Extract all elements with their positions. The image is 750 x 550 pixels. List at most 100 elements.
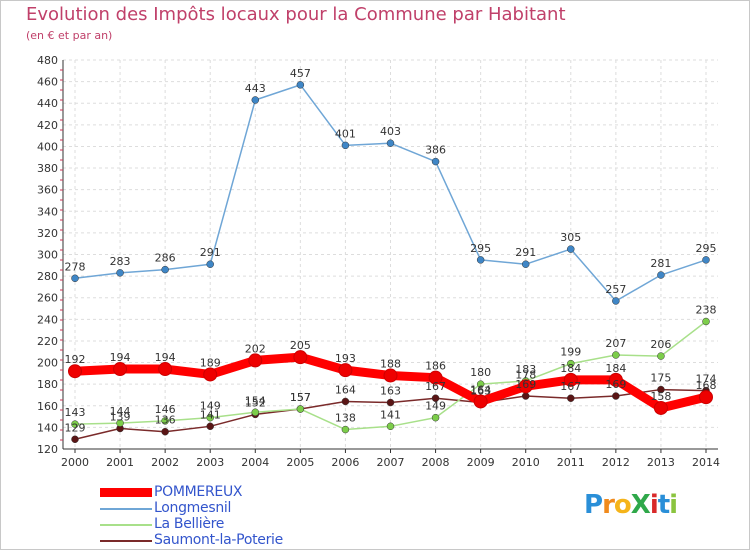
data-point xyxy=(161,417,169,425)
data-point xyxy=(657,385,665,394)
y-tick-label: 460 xyxy=(37,76,58,89)
x-tick-label: 2000 xyxy=(61,456,89,469)
legend-label: Longmesnil xyxy=(154,500,232,516)
data-label: 199 xyxy=(560,346,581,359)
data-point xyxy=(71,274,79,283)
data-point xyxy=(206,260,214,268)
y-tick-label: 440 xyxy=(37,97,58,110)
data-label: 401 xyxy=(335,127,356,140)
chart-title: Evolution des Impôts locaux pour la Comm… xyxy=(26,4,566,25)
y-tick-label: 180 xyxy=(37,378,58,391)
data-label: 295 xyxy=(696,242,717,255)
x-tick-label: 2002 xyxy=(151,456,179,469)
y-tick-label: 220 xyxy=(37,335,58,348)
data-label: 167 xyxy=(425,380,446,393)
data-point xyxy=(567,359,575,368)
data-label: 189 xyxy=(200,356,221,369)
y-tick-label: 380 xyxy=(37,162,58,175)
data-label: 164 xyxy=(335,383,356,396)
data-label: 186 xyxy=(425,360,446,373)
data-label: 146 xyxy=(155,403,176,416)
y-tick-label: 280 xyxy=(37,270,58,283)
x-tick-label: 2008 xyxy=(422,456,450,469)
data-label: 149 xyxy=(425,400,446,413)
data-point xyxy=(383,368,398,383)
data-label: 154 xyxy=(245,394,266,407)
data-label: 286 xyxy=(155,252,176,265)
data-label: 443 xyxy=(245,82,266,95)
data-label: 169 xyxy=(515,378,536,391)
data-point xyxy=(653,400,668,415)
data-label: 180 xyxy=(470,366,491,379)
data-point xyxy=(158,362,173,377)
data-point xyxy=(518,379,533,394)
x-tick-label: 2010 xyxy=(512,456,540,469)
legend-item: Saumont-la-Poterie xyxy=(100,532,360,548)
data-point xyxy=(203,367,218,382)
data-label: 178 xyxy=(515,368,536,381)
data-label: 141 xyxy=(200,408,221,421)
y-tick-label: 200 xyxy=(37,357,58,370)
legend-item: La Bellière xyxy=(100,516,360,532)
data-label: 193 xyxy=(335,352,356,365)
data-point xyxy=(476,380,485,388)
data-point xyxy=(567,245,575,253)
data-label: 183 xyxy=(515,363,536,376)
data-point xyxy=(428,370,443,385)
y-tick-label: 240 xyxy=(37,313,58,326)
legend-label: La Bellière xyxy=(154,516,225,532)
y-tick-label: 340 xyxy=(37,205,58,218)
x-tick-label: 2012 xyxy=(602,456,630,469)
data-point xyxy=(657,352,665,360)
data-point xyxy=(296,405,305,413)
legend-swatch xyxy=(100,524,152,526)
data-point xyxy=(251,408,260,417)
data-label: 194 xyxy=(110,351,131,364)
data-point xyxy=(341,141,350,150)
data-label: 202 xyxy=(245,342,266,355)
data-label: 207 xyxy=(605,337,626,350)
data-label: 167 xyxy=(560,380,581,393)
data-point xyxy=(431,394,440,402)
x-tick-label: 2004 xyxy=(241,456,269,469)
data-label: 158 xyxy=(650,390,671,403)
data-point xyxy=(293,350,308,365)
data-point xyxy=(71,420,79,428)
legend-swatch xyxy=(100,540,152,542)
data-label: 164 xyxy=(470,383,491,396)
y-tick-label: 360 xyxy=(37,184,58,197)
data-label: 457 xyxy=(290,67,311,80)
x-tick-label: 2011 xyxy=(557,456,585,469)
legend-item: POMMEREUX xyxy=(100,484,360,500)
data-label: 168 xyxy=(696,379,717,392)
data-point xyxy=(612,297,620,305)
data-label: 138 xyxy=(335,412,356,425)
data-point xyxy=(431,413,440,422)
data-label: 278 xyxy=(65,260,86,273)
data-label: 184 xyxy=(560,362,581,375)
data-point xyxy=(206,422,214,431)
data-label: 174 xyxy=(696,373,717,386)
data-point xyxy=(612,392,620,400)
data-label: 149 xyxy=(200,400,221,413)
data-point xyxy=(251,96,260,104)
data-label: 386 xyxy=(425,144,446,157)
data-point xyxy=(567,394,575,402)
x-tick-label: 2001 xyxy=(106,456,134,469)
y-tick-label: 300 xyxy=(37,249,58,262)
legend-item: Longmesnil xyxy=(100,500,360,516)
data-label: 283 xyxy=(110,255,131,268)
data-point xyxy=(386,422,395,431)
y-tick-label: 400 xyxy=(37,140,58,153)
data-point xyxy=(161,427,169,436)
data-label: 257 xyxy=(605,283,626,296)
data-point xyxy=(473,394,488,409)
data-point xyxy=(521,392,530,400)
data-point xyxy=(248,353,263,368)
proxiti-logo: ProXiti xyxy=(584,490,678,520)
data-label: 139 xyxy=(110,410,131,423)
data-point xyxy=(657,271,665,279)
data-label: 157 xyxy=(290,391,311,404)
data-point xyxy=(68,364,82,379)
